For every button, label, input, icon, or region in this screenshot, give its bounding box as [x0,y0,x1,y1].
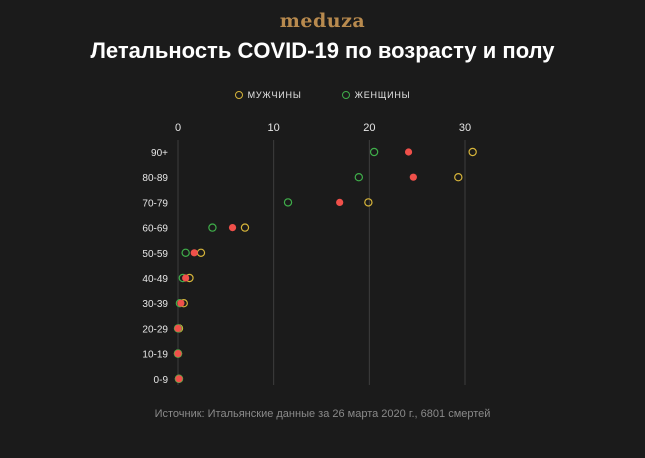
average-point [174,324,182,332]
category-label: 30-39 [142,299,168,310]
category-label: 80-89 [142,173,168,184]
women-point [369,147,379,157]
men-point [196,248,206,257]
chart-legend: МУЖЧИНЫ ЖЕНЩИНЫ [0,90,645,100]
average-point [182,274,190,282]
x-tick-label: 20 [363,122,375,134]
men-point [364,198,373,207]
x-tick-label: 30 [459,122,471,134]
men-point [240,223,250,232]
men-point [468,147,477,157]
average-point [409,173,417,181]
x-tick-label: 10 [268,122,280,134]
legend-label-men: МУЖЧИНЫ [247,90,302,100]
average-point [190,249,198,257]
legend-label-women: ЖЕНЩИНЫ [354,90,411,100]
category-label: 70-79 [142,198,168,209]
average-point [175,375,183,383]
category-label: 60-69 [142,224,168,235]
legend-marker-men [234,91,243,99]
category-label: 0-9 [154,375,169,386]
legend-item-women: ЖЕНЩИНЫ [341,90,411,100]
category-label: 90+ [151,148,168,159]
meduza-logo: meduza [279,10,366,32]
men-point [454,172,463,182]
legend-marker-women [341,91,350,99]
women-point [181,248,190,257]
average-point [336,198,344,206]
category-label: 50-59 [142,249,168,260]
average-point [174,350,182,358]
source-note: Источник: Итальянские данные за 26 марта… [154,408,491,420]
category-label: 10-19 [142,350,168,361]
legend-item-men: МУЖЧИНЫ [234,90,302,100]
women-point [208,223,217,232]
women-point [283,198,293,207]
category-label: 20-29 [142,324,168,335]
average-point [177,299,185,307]
chart-title: Летальность COVID-19 по возрасту и полу [90,38,555,63]
women-point [354,172,364,182]
average-point [404,148,413,156]
average-point [228,224,237,232]
chart-frame [4,4,641,454]
x-tick-label: 0 [175,122,181,134]
category-label: 40-49 [142,274,168,285]
